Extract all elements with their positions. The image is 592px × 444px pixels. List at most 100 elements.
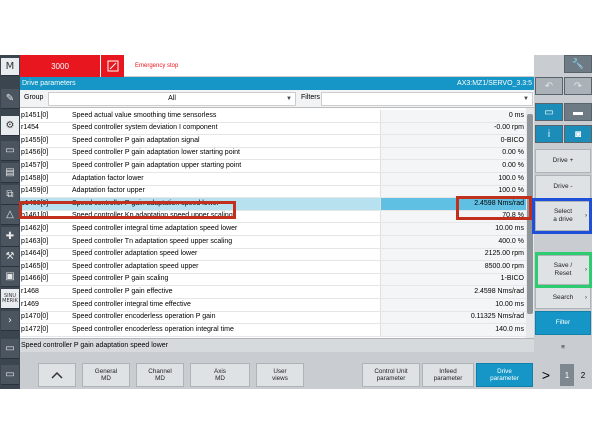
value-cell[interactable]	[380, 223, 526, 236]
value-cell[interactable]	[380, 236, 526, 248]
alarm-number[interactable]: 3000	[20, 55, 100, 77]
table-row[interactable]: p1458[0] Adaptation factor lower 100.0 %	[20, 173, 534, 186]
parameter-description: Speed controller adaptation speed upper	[72, 262, 199, 270]
value-cell[interactable]	[380, 160, 526, 173]
table-row[interactable]: p1451[0] Speed actual value smoothing tim…	[20, 110, 534, 123]
screen-icon[interactable]: ▭	[1, 365, 19, 385]
value-cell[interactable]	[380, 198, 526, 210]
page-2-button[interactable]: 2	[580, 370, 586, 380]
parameter-description: Speed controller integral time effective	[72, 300, 191, 308]
value-cell[interactable]	[380, 110, 526, 122]
machine-icon[interactable]: M	[1, 58, 19, 76]
window-icon[interactable]: ▭	[1, 339, 19, 359]
scroll-down-icon[interactable]: ≡	[535, 337, 591, 359]
table-row[interactable]: p1465[0] Speed controller adaptation spee…	[20, 261, 534, 274]
table-row[interactable]: p1463[0] Speed controller Tn adaptation s…	[20, 236, 534, 249]
select-drive-softkey[interactable]: Select a drive ›	[535, 201, 591, 231]
warning-icon[interactable]: △	[1, 205, 19, 225]
table-row[interactable]: p1464[0] Speed controller adaptation spee…	[20, 248, 534, 262]
program-icon[interactable]: ▤	[1, 163, 19, 183]
value-cell[interactable]	[380, 299, 526, 311]
drive-plus-softkey[interactable]: Drive +	[535, 149, 591, 173]
parameter-description: Speed controller encoderless operation P…	[72, 313, 216, 321]
menu-forward-icon[interactable]: ›	[1, 311, 19, 331]
parameter-number: p1462[0]	[21, 224, 49, 232]
chevron-right-icon: ›	[585, 213, 587, 219]
table-row[interactable]: p1472[0] Speed controller encoderless ope…	[20, 324, 534, 337]
channel-md-softkey[interactable]: Channel MD	[136, 363, 184, 387]
control-unit-parameter-softkey[interactable]: Control Unit parameter	[362, 363, 420, 387]
table-row[interactable]: r1469 Speed controller integral time effe…	[20, 299, 534, 312]
value-cell[interactable]	[380, 311, 526, 324]
parameter-description: Speed controller Tn adaptation speed upp…	[72, 237, 233, 245]
sinumerik-logo: SINU MERIK	[1, 289, 19, 309]
selected-value-highlight-box	[456, 196, 532, 220]
gear-icon[interactable]: ⚙	[1, 116, 19, 136]
tools-icon[interactable]: ⚒	[1, 247, 19, 267]
diagnostics-icon[interactable]: ▣	[1, 267, 19, 287]
next-page-button[interactable]: >	[541, 367, 551, 383]
parameter-value: 0.11325 Nms/rad	[470, 313, 524, 321]
general-md-softkey[interactable]: General MD	[82, 363, 130, 387]
undo-icon[interactable]: ↶	[535, 77, 563, 95]
info-icon[interactable]: i	[535, 125, 563, 143]
window-max-icon[interactable]: ▬	[564, 103, 592, 121]
parameter-number: p1455[0]	[21, 136, 49, 144]
value-cell[interactable]	[380, 135, 526, 147]
value-cell[interactable]	[380, 210, 526, 223]
page-1-button[interactable]: 1	[560, 364, 574, 386]
table-row[interactable]: r1468 Speed controller P gain effective 2.…	[20, 286, 534, 299]
vertical-softkey-bar: 🔧 ↶ ↷ ▭ ▬ i ◙ Drive + Drive - Select a d…	[534, 55, 592, 389]
window-layout-icon[interactable]: ▭	[535, 103, 563, 121]
parameter-description: Speed controller P gain adaptation lower…	[72, 149, 240, 157]
table-row[interactable]: p1457[0] Speed controller P gain adaptati…	[20, 160, 534, 173]
parameter-description-line: Speed controller P gain adaptation speed…	[20, 338, 534, 352]
parameter-value: 0.00 %	[502, 149, 524, 157]
value-cell[interactable]	[380, 261, 526, 273]
table-row[interactable]: p1461[0] Speed controller Kp adaptation s…	[20, 210, 534, 224]
table-row[interactable]: p1466[0] Speed controller P gain scaling 1…	[20, 273, 534, 287]
camera-icon[interactable]: ◙	[564, 125, 592, 143]
copy-icon[interactable]: ⧉	[1, 185, 19, 205]
table-row[interactable]: r1454 Speed controller system deviation I…	[20, 122, 534, 136]
value-cell[interactable]	[380, 273, 526, 286]
table-row[interactable]: p1455[0] Speed controller P gain adaptati…	[20, 135, 534, 148]
table-row[interactable]: p1462[0] Speed controller integral time a…	[20, 223, 534, 236]
value-cell[interactable]	[380, 173, 526, 185]
parameter-value: 70.8 %	[502, 212, 524, 220]
parameter-description: Speed controller encoderless operation i…	[72, 325, 234, 333]
drive-parameter-softkey[interactable]: Drive parameter	[476, 363, 533, 387]
table-row[interactable]: p1470[0] Speed controller encoderless ope…	[20, 311, 534, 325]
edit-icon[interactable]: ✎	[1, 89, 19, 109]
value-cell[interactable]	[380, 147, 526, 160]
filters-select[interactable]: ▼	[321, 92, 533, 106]
axis-md-softkey[interactable]: Axis MD	[190, 363, 250, 387]
alarm-bar: 3000 Emergency stop	[20, 55, 534, 77]
value-cell[interactable]	[380, 286, 526, 299]
drive-minus-softkey[interactable]: Drive -	[535, 175, 591, 199]
search-softkey[interactable]: Search ›	[535, 287, 591, 309]
value-cell[interactable]	[380, 248, 526, 261]
save-reset-label: Save / Reset	[553, 262, 573, 277]
select-drive-highlight-box	[532, 198, 592, 234]
infeed-parameter-softkey[interactable]: Infeed parameter	[422, 363, 474, 387]
chevron-up-icon[interactable]	[38, 363, 76, 387]
select-drive-label: Select a drive	[553, 208, 573, 223]
filter-softkey[interactable]: Filter	[535, 311, 591, 335]
value-cell[interactable]	[380, 185, 526, 198]
wrench-icon[interactable]: ✚	[1, 227, 19, 247]
parameter-number: p1470[0]	[21, 313, 49, 321]
alarm-acknowledge-icon[interactable]	[100, 55, 124, 77]
group-select[interactable]: All ▼	[48, 92, 296, 106]
group-select-value: All	[168, 95, 176, 102]
value-cell[interactable]	[380, 122, 526, 135]
page-title: Drive parameters	[22, 80, 76, 87]
table-row[interactable]: p1459[0] Adaptation factor upper 100.0 %	[20, 185, 534, 199]
table-row[interactable]: p1456[0] Speed controller P gain adaptati…	[20, 147, 534, 161]
user-views-softkey[interactable]: User views	[256, 363, 304, 387]
parameter-description: Adaptation factor lower	[72, 174, 144, 182]
redo-icon[interactable]: ↷	[564, 77, 592, 95]
folder-icon[interactable]: ▭	[1, 141, 19, 161]
value-cell[interactable]	[380, 324, 526, 336]
wrench-icon[interactable]: 🔧	[564, 55, 592, 73]
